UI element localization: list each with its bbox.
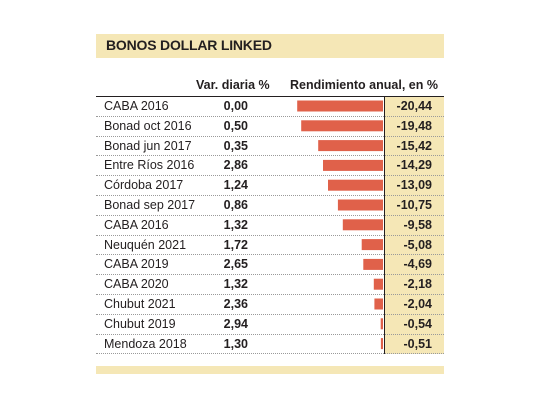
row-bond-name: Bonad oct 2016 xyxy=(104,118,192,133)
row-rendimiento-label: -9,58 xyxy=(403,217,433,232)
row-rendimiento-label: -20,44 xyxy=(396,99,432,113)
bar-rendimiento xyxy=(373,278,383,290)
row-bond-name: Córdoba 2017 xyxy=(104,178,184,193)
row-bond-name: Bonad sep 2017 xyxy=(104,198,196,212)
header-divider xyxy=(96,96,444,97)
row-bond-name: Chubut 2019 xyxy=(104,316,176,331)
row-separator xyxy=(96,214,444,216)
row-separator xyxy=(96,294,444,295)
bar-rendimiento xyxy=(361,239,383,251)
row-separator xyxy=(96,175,444,177)
row-var-diaria: 1,32 xyxy=(223,277,248,292)
row-bond-name: CABA 2020 xyxy=(104,277,169,292)
row-rendimiento-label: -0,54 xyxy=(403,316,433,331)
row-bond-name: Bonad jun 2017 xyxy=(104,138,192,153)
row-rendimiento-label: -0,51 xyxy=(403,336,433,351)
row-var-diaria: 2,94 xyxy=(223,316,248,331)
bar-rendimiento xyxy=(374,298,383,310)
row-var-diaria: 0,35 xyxy=(223,138,248,153)
row-var-diaria: 2,65 xyxy=(223,257,248,272)
row-bond-name: Neuquén 2021 xyxy=(104,237,187,252)
row-separator xyxy=(96,313,444,315)
row-bond-name: Mendoza 2018 xyxy=(104,336,187,351)
bar-rendimiento xyxy=(363,258,383,270)
row-rendimiento-label: -2,18 xyxy=(403,277,433,292)
bar-rendimiento xyxy=(328,179,383,191)
row-var-diaria: 1,30 xyxy=(223,336,248,351)
row-rendimiento-label: -10,75 xyxy=(396,198,432,212)
row-var-diaria: 0,00 xyxy=(223,99,248,113)
bar-rendimiento xyxy=(318,140,383,152)
row-var-diaria: 2,36 xyxy=(223,297,248,311)
row-rendimiento-label: -14,29 xyxy=(396,158,432,173)
bar-rendimiento xyxy=(297,100,383,112)
row-separator xyxy=(96,353,444,355)
row-separator xyxy=(96,115,444,117)
row-separator xyxy=(96,274,444,276)
row-separator xyxy=(96,254,444,256)
row-rendimiento-label: -13,09 xyxy=(396,178,432,193)
row-separator xyxy=(96,155,444,157)
column-header-rendimiento: Rendimiento anual, en % xyxy=(290,78,438,92)
chart-title-bar: BONOS DOLLAR LINKED xyxy=(96,34,444,58)
bar-rendimiento xyxy=(380,338,383,350)
row-rendimiento-label: -15,42 xyxy=(396,138,432,153)
value-panel xyxy=(384,96,444,354)
row-separator xyxy=(96,234,444,236)
row-separator xyxy=(96,195,444,196)
row-separator xyxy=(96,135,444,137)
row-bond-name: CABA 2019 xyxy=(104,257,169,272)
bar-rendimiento xyxy=(380,318,383,330)
row-var-diaria: 1,32 xyxy=(223,217,248,232)
row-bond-name: Chubut 2021 xyxy=(104,297,176,311)
column-header-var-diaria: Var. diaria % xyxy=(196,78,270,92)
bar-rendimiento xyxy=(301,120,383,132)
chart-title: BONOS DOLLAR LINKED xyxy=(106,37,272,53)
row-bond-name: CABA 2016 xyxy=(104,217,169,232)
row-rendimiento-label: -4,69 xyxy=(403,257,433,272)
row-bond-name: CABA 2016 xyxy=(104,99,169,113)
row-rendimiento-label: -5,08 xyxy=(403,237,433,252)
bar-rendimiento xyxy=(337,199,383,211)
row-rendimiento-label: -19,48 xyxy=(396,118,432,133)
row-var-diaria: 0,86 xyxy=(223,198,248,212)
bar-rendimiento xyxy=(323,159,383,171)
zero-axis-line xyxy=(384,96,385,354)
row-var-diaria: 2,86 xyxy=(223,158,248,173)
row-var-diaria: 1,72 xyxy=(223,237,248,252)
row-bond-name: Entre Ríos 2016 xyxy=(104,158,195,173)
row-separator xyxy=(96,333,444,335)
bar-rendimiento xyxy=(342,219,383,231)
row-var-diaria: 0,50 xyxy=(223,118,248,133)
row-var-diaria: 1,24 xyxy=(223,178,248,193)
footer-bar xyxy=(96,366,444,374)
row-rendimiento-label: -2,04 xyxy=(403,297,433,311)
